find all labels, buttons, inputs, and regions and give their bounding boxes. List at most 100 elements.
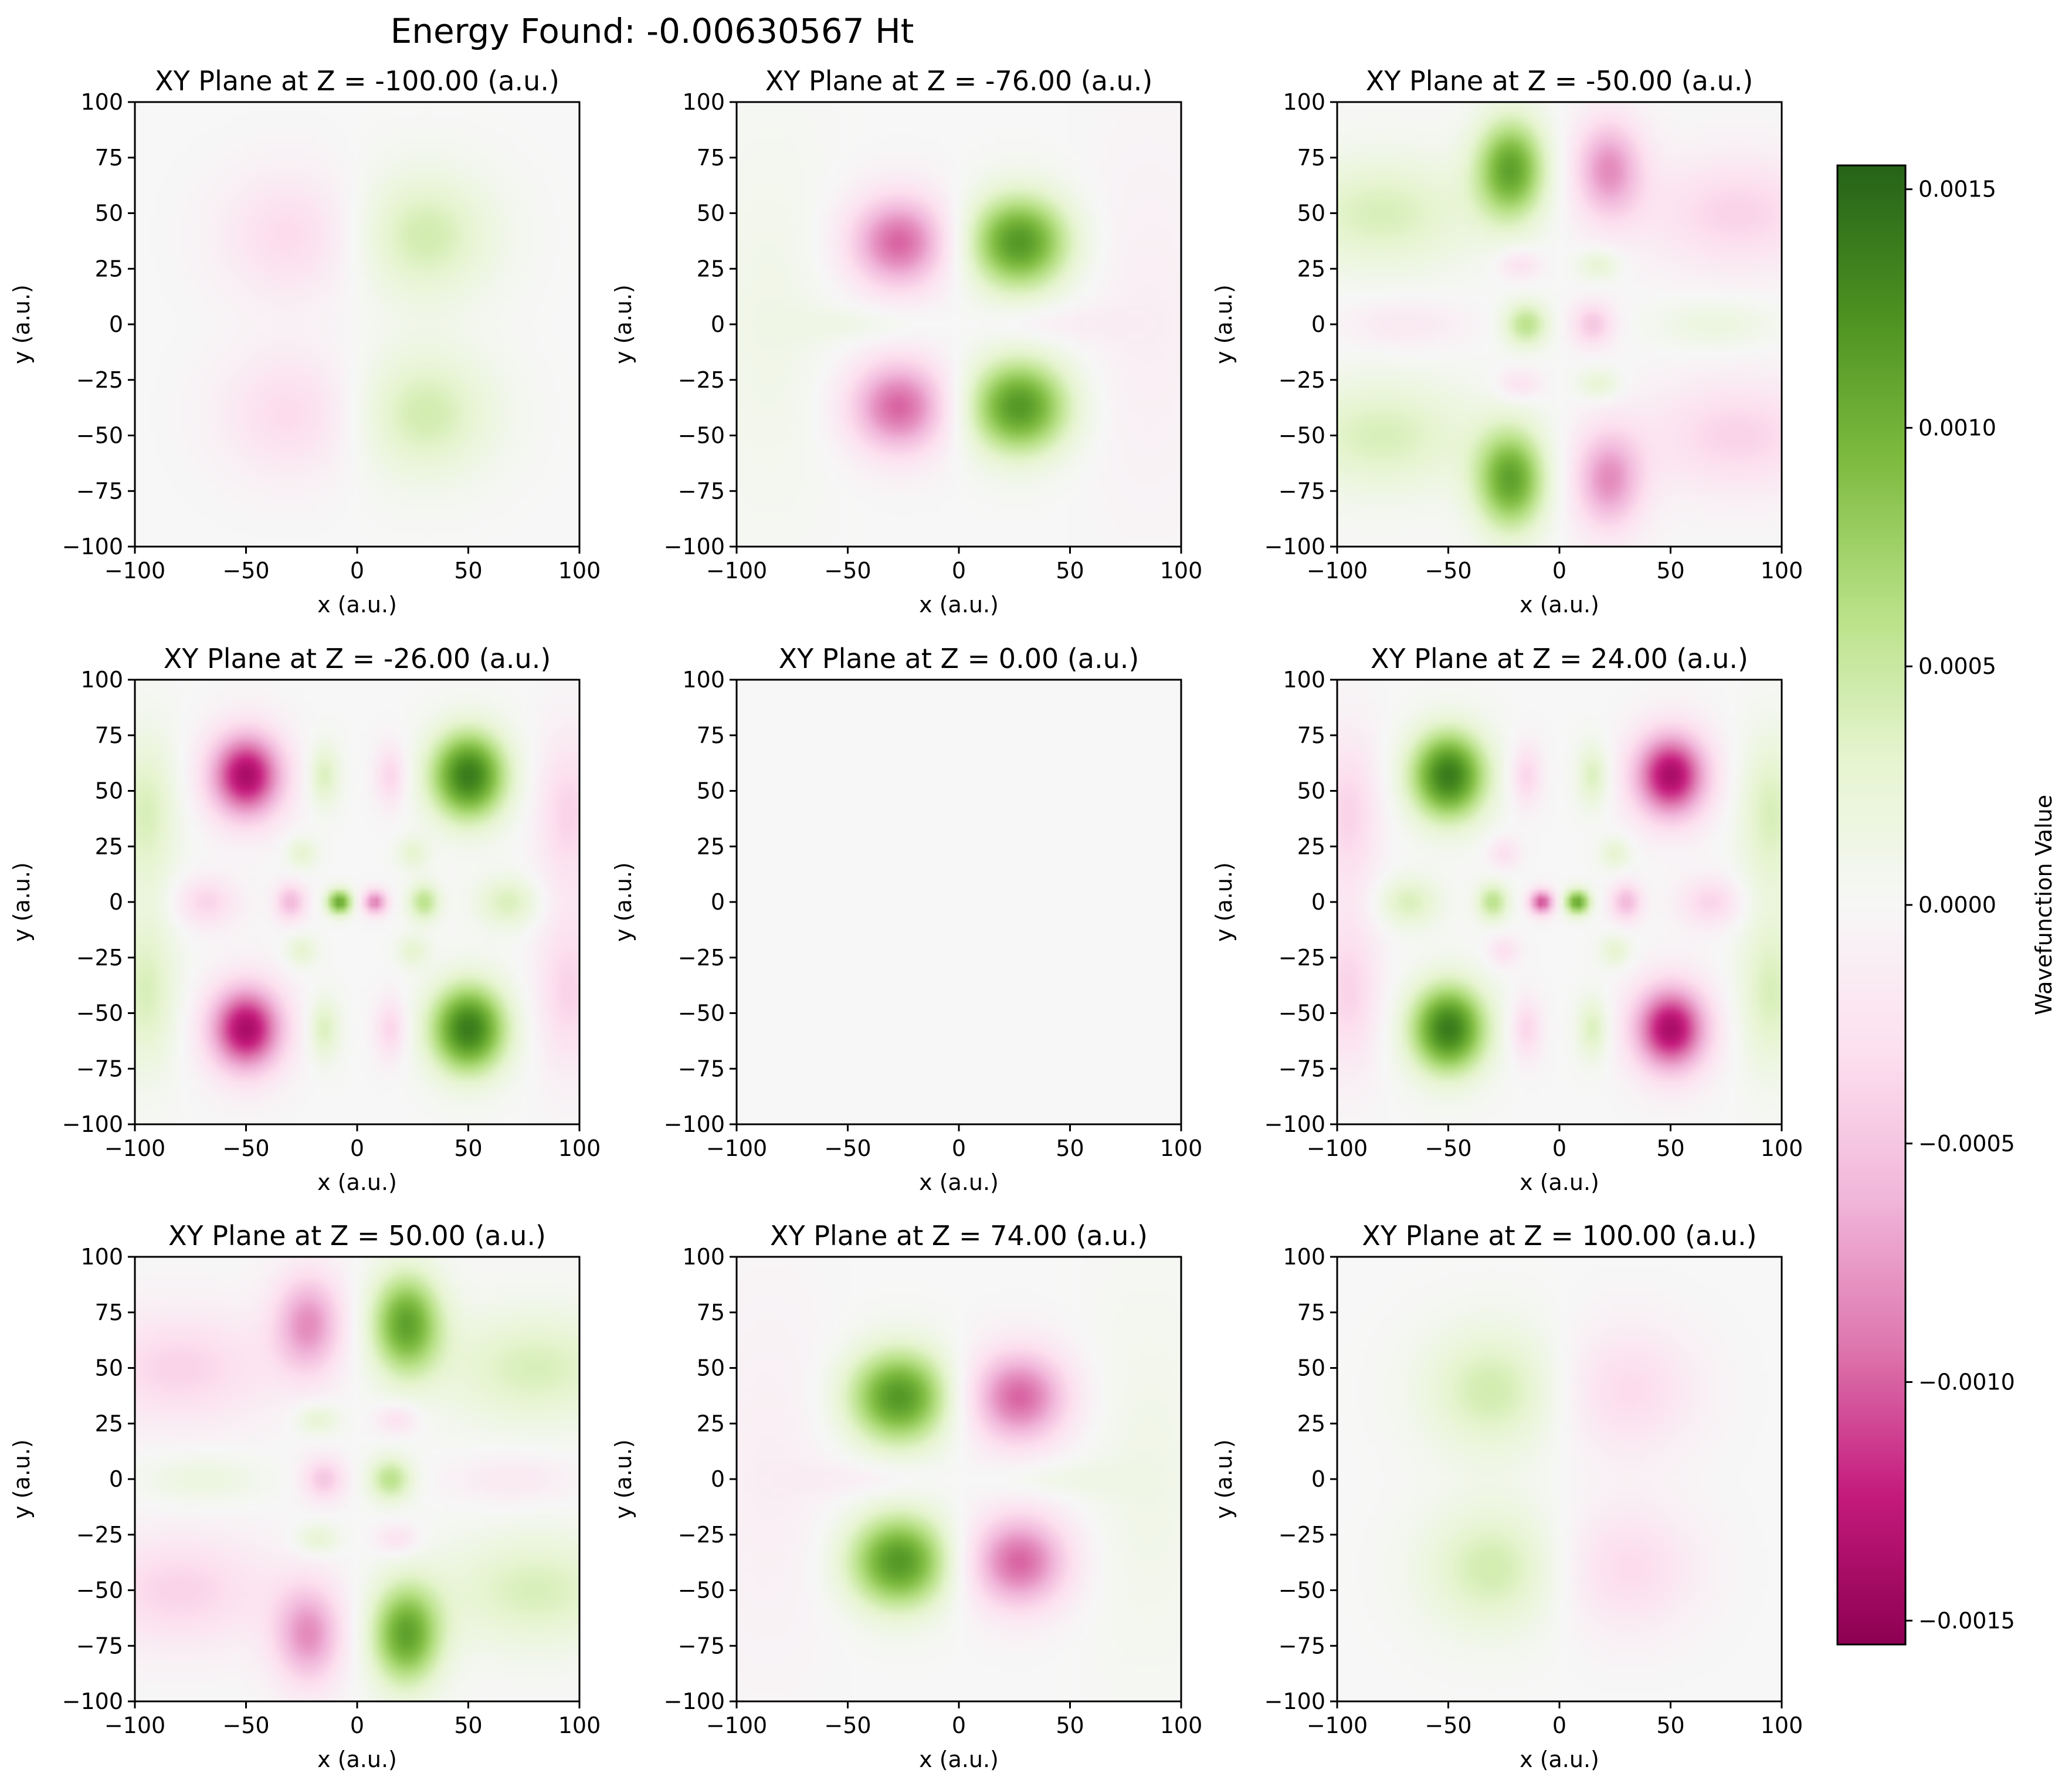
subplot-title: XY Plane at Z = 24.00 (a.u.) (1371, 643, 1748, 674)
y-tick-label: −100 (1264, 1111, 1325, 1137)
y-tick-label: −75 (1279, 478, 1325, 504)
subplot: XY Plane at Z = 100.00 (a.u.) −100 −50 0 50 1… (1211, 1220, 1803, 1772)
x-tick-label: −50 (222, 558, 269, 584)
subplot: XY Plane at Z = 74.00 (a.u.) −100 −50 0 50 10… (611, 1220, 1202, 1772)
y-tick-label: −50 (678, 423, 725, 449)
subplot: XY Plane at Z = 50.00 (a.u.) −100 −50 0 50 10… (9, 1220, 601, 1772)
y-tick-label: −75 (1279, 1633, 1325, 1659)
y-tick-label: 25 (697, 256, 725, 282)
colorbar-gradient (1837, 165, 1905, 1644)
subplot: XY Plane at Z = -100.00 (a.u.) −100 −50 0 50… (9, 65, 601, 618)
x-tick-label: 0 (350, 1713, 364, 1738)
x-tick-label: −50 (222, 1713, 269, 1738)
x-tick-label: 50 (1056, 1135, 1084, 1161)
subplot-title: XY Plane at Z = 50.00 (a.u.) (168, 1220, 546, 1252)
colorbar-tick-label: 0.0005 (1918, 653, 1996, 679)
heatmap-image (135, 1257, 579, 1701)
y-tick-label: 25 (95, 1410, 123, 1436)
y-tick-label: 0 (109, 1466, 123, 1492)
y-tick-label: 100 (80, 89, 123, 115)
y-tick-label: −75 (76, 1633, 123, 1659)
subplot-title: XY Plane at Z = -50.00 (a.u.) (1366, 65, 1754, 97)
y-tick-label: 75 (697, 1300, 725, 1325)
y-tick-label: 25 (95, 256, 123, 282)
y-tick-label: −50 (76, 1578, 123, 1603)
x-tick-label: −100 (104, 558, 165, 584)
x-tick-label: 100 (1761, 558, 1803, 584)
x-tick-label: −100 (104, 1713, 165, 1738)
heatmap-image (135, 102, 579, 547)
y-axis-label: y (a.u.) (611, 862, 636, 942)
y-tick-label: −100 (1264, 1688, 1325, 1714)
y-tick-label: 100 (1283, 89, 1325, 115)
y-axis-label: y (a.u.) (1211, 284, 1237, 364)
x-tick-label: −50 (1425, 1713, 1471, 1738)
y-tick-label: 0 (1311, 1466, 1325, 1492)
x-tick-label: 0 (1552, 1713, 1566, 1738)
x-axis-label: x (a.u.) (919, 592, 999, 618)
y-tick-label: −75 (76, 1056, 123, 1081)
y-tick-label: 100 (682, 1244, 725, 1270)
x-axis-label: x (a.u.) (317, 1747, 397, 1772)
x-tick-label: 50 (454, 558, 482, 584)
heatmap-image (737, 680, 1181, 1124)
y-tick-label: 25 (697, 1410, 725, 1436)
x-tick-label: 0 (952, 1135, 966, 1161)
x-tick-label: 0 (350, 558, 364, 584)
x-tick-label: 0 (952, 1713, 966, 1738)
subplot: XY Plane at Z = -26.00 (a.u.) −100 −50 0 50 1… (9, 643, 601, 1195)
x-tick-label: 0 (1552, 1135, 1566, 1161)
y-tick-label: −100 (664, 1111, 725, 1137)
y-axis-label: y (a.u.) (611, 284, 636, 364)
x-tick-label: 0 (952, 558, 966, 584)
x-tick-label: −100 (706, 558, 767, 584)
heatmap-image (1337, 680, 1782, 1124)
y-tick-label: −25 (1279, 945, 1325, 971)
x-tick-label: 50 (1656, 1713, 1684, 1738)
y-tick-label: 75 (95, 723, 123, 748)
y-tick-label: 100 (80, 667, 123, 693)
x-tick-label: −100 (706, 1713, 767, 1738)
y-tick-label: −100 (664, 534, 725, 560)
y-tick-label: 0 (711, 311, 725, 337)
y-tick-label: 25 (95, 833, 123, 859)
x-tick-label: 50 (454, 1135, 482, 1161)
y-tick-label: 25 (1297, 833, 1325, 859)
x-tick-label: 50 (454, 1713, 482, 1738)
y-tick-label: 100 (1283, 667, 1325, 693)
y-tick-label: 75 (1297, 723, 1325, 748)
y-tick-label: −25 (678, 945, 725, 971)
y-tick-label: 50 (697, 201, 725, 226)
y-tick-label: 50 (697, 778, 725, 804)
x-tick-label: −50 (824, 1135, 871, 1161)
x-axis-label: x (a.u.) (919, 1747, 999, 1772)
x-tick-label: 50 (1056, 558, 1084, 584)
y-tick-label: −75 (678, 478, 725, 504)
y-tick-label: 25 (697, 833, 725, 859)
y-tick-label: 0 (711, 889, 725, 915)
y-axis-label: y (a.u.) (9, 1439, 35, 1519)
y-tick-label: 0 (1311, 889, 1325, 915)
y-tick-label: 50 (95, 778, 123, 804)
x-tick-label: −50 (824, 558, 871, 584)
x-tick-label: −100 (104, 1135, 165, 1161)
y-tick-label: 0 (1311, 311, 1325, 337)
y-tick-label: 75 (95, 1300, 123, 1325)
y-tick-label: −75 (76, 478, 123, 504)
x-axis-label: x (a.u.) (1520, 592, 1599, 618)
y-tick-label: −100 (62, 534, 123, 560)
y-tick-label: −100 (62, 1688, 123, 1714)
y-tick-label: 50 (1297, 1355, 1325, 1381)
heatmap-image (1337, 1257, 1782, 1701)
subplot: XY Plane at Z = 24.00 (a.u.) −100 −50 0 50 10… (1211, 643, 1803, 1195)
x-tick-label: 0 (350, 1135, 364, 1161)
y-tick-label: 0 (711, 1466, 725, 1492)
y-tick-label: 0 (109, 311, 123, 337)
y-tick-label: 100 (80, 1244, 123, 1270)
y-tick-label: 75 (1297, 1300, 1325, 1325)
y-tick-label: −25 (76, 367, 123, 393)
subplot-title: XY Plane at Z = 0.00 (a.u.) (779, 643, 1140, 674)
x-tick-label: −50 (1425, 1135, 1471, 1161)
y-tick-label: −75 (1279, 1056, 1325, 1081)
